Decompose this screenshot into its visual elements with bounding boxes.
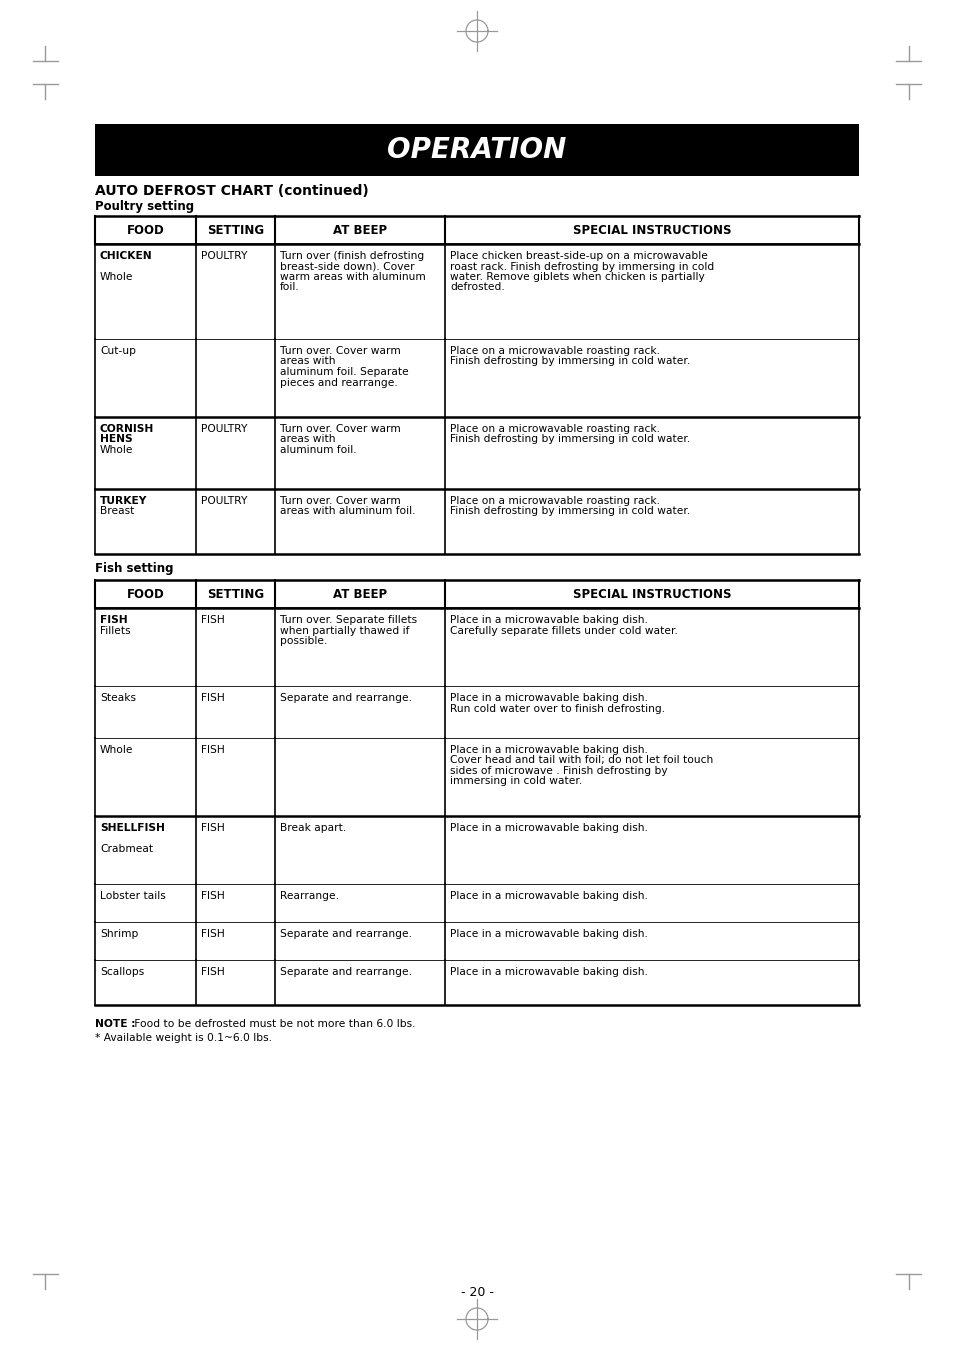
Text: foil.: foil. bbox=[279, 282, 299, 293]
Text: FISH: FISH bbox=[201, 823, 224, 834]
Text: defrosted.: defrosted. bbox=[450, 282, 504, 293]
Text: Turn over. Cover warm: Turn over. Cover warm bbox=[279, 346, 400, 357]
Text: SPECIAL INSTRUCTIONS: SPECIAL INSTRUCTIONS bbox=[572, 223, 730, 236]
Text: Run cold water over to finish defrosting.: Run cold water over to finish defrosting… bbox=[450, 704, 664, 713]
Text: Whole: Whole bbox=[100, 444, 133, 455]
Text: Separate and rearrange.: Separate and rearrange. bbox=[279, 693, 411, 703]
Bar bbox=[95, 124, 858, 176]
Text: AT BEEP: AT BEEP bbox=[333, 588, 386, 600]
Text: SPECIAL INSTRUCTIONS: SPECIAL INSTRUCTIONS bbox=[572, 588, 730, 600]
Text: FOOD: FOOD bbox=[127, 588, 164, 600]
Text: Place in a microwavable baking dish.: Place in a microwavable baking dish. bbox=[450, 823, 647, 834]
Text: Crabmeat: Crabmeat bbox=[100, 844, 153, 854]
Text: Breast: Breast bbox=[100, 507, 134, 516]
Text: POULTRY: POULTRY bbox=[201, 251, 247, 261]
Text: * Available weight is 0.1~6.0 lbs.: * Available weight is 0.1~6.0 lbs. bbox=[95, 1034, 272, 1043]
Text: Cover head and tail with foil; do not let foil touch: Cover head and tail with foil; do not le… bbox=[450, 755, 713, 766]
Text: areas with: areas with bbox=[279, 357, 335, 366]
Text: aluminum foil.: aluminum foil. bbox=[279, 444, 355, 455]
Text: Carefully separate fillets under cold water.: Carefully separate fillets under cold wa… bbox=[450, 626, 677, 635]
Text: Lobster tails: Lobster tails bbox=[100, 892, 166, 901]
Text: when partially thawed if: when partially thawed if bbox=[279, 626, 409, 635]
Text: Scallops: Scallops bbox=[100, 967, 144, 977]
Text: Rearrange.: Rearrange. bbox=[279, 892, 338, 901]
Text: Turn over. Cover warm: Turn over. Cover warm bbox=[279, 424, 400, 434]
Text: FISH: FISH bbox=[201, 967, 224, 977]
Text: Cut-up: Cut-up bbox=[100, 346, 136, 357]
Text: Separate and rearrange.: Separate and rearrange. bbox=[279, 967, 411, 977]
Text: HENS: HENS bbox=[100, 435, 132, 444]
Text: AUTO DEFROST CHART (continued): AUTO DEFROST CHART (continued) bbox=[95, 184, 369, 199]
Text: Whole: Whole bbox=[100, 272, 133, 282]
Text: FISH: FISH bbox=[100, 615, 128, 626]
Text: Separate and rearrange.: Separate and rearrange. bbox=[279, 929, 411, 939]
Text: POULTRY: POULTRY bbox=[201, 424, 247, 434]
Text: Place in a microwavable baking dish.: Place in a microwavable baking dish. bbox=[450, 615, 647, 626]
Text: FOOD: FOOD bbox=[127, 223, 164, 236]
Text: OPERATION: OPERATION bbox=[387, 136, 566, 163]
Text: NOTE :: NOTE : bbox=[95, 1019, 135, 1029]
Text: Finish defrosting by immersing in cold water.: Finish defrosting by immersing in cold w… bbox=[450, 357, 689, 366]
Text: SETTING: SETTING bbox=[207, 223, 263, 236]
Text: FISH: FISH bbox=[201, 693, 224, 703]
Text: Whole: Whole bbox=[100, 744, 133, 755]
Text: Turn over. Cover warm: Turn over. Cover warm bbox=[279, 496, 400, 507]
Text: Finish defrosting by immersing in cold water.: Finish defrosting by immersing in cold w… bbox=[450, 507, 689, 516]
Text: Fillets: Fillets bbox=[100, 626, 131, 635]
Text: water. Remove giblets when chicken is partially: water. Remove giblets when chicken is pa… bbox=[450, 272, 704, 282]
Text: possible.: possible. bbox=[279, 636, 327, 646]
Text: Poultry setting: Poultry setting bbox=[95, 200, 193, 213]
Text: Place on a microwavable roasting rack.: Place on a microwavable roasting rack. bbox=[450, 346, 659, 357]
Text: Place in a microwavable baking dish.: Place in a microwavable baking dish. bbox=[450, 744, 647, 755]
Text: CORNISH: CORNISH bbox=[100, 424, 154, 434]
Text: SETTING: SETTING bbox=[207, 588, 263, 600]
Text: AT BEEP: AT BEEP bbox=[333, 223, 386, 236]
Text: Place on a microwavable roasting rack.: Place on a microwavable roasting rack. bbox=[450, 424, 659, 434]
Text: breast-side down). Cover: breast-side down). Cover bbox=[279, 262, 414, 272]
Text: aluminum foil. Separate: aluminum foil. Separate bbox=[279, 367, 408, 377]
Text: Turn over (finish defrosting: Turn over (finish defrosting bbox=[279, 251, 423, 261]
Text: Break apart.: Break apart. bbox=[279, 823, 345, 834]
Text: FISH: FISH bbox=[201, 892, 224, 901]
Text: CHICKEN: CHICKEN bbox=[100, 251, 152, 261]
Text: Food to be defrosted must be not more than 6.0 lbs.: Food to be defrosted must be not more th… bbox=[131, 1019, 416, 1029]
Text: POULTRY: POULTRY bbox=[201, 496, 247, 507]
Text: - 20 -: - 20 - bbox=[460, 1286, 493, 1300]
Text: Shrimp: Shrimp bbox=[100, 929, 138, 939]
Text: Place chicken breast-side-up on a microwavable: Place chicken breast-side-up on a microw… bbox=[450, 251, 707, 261]
Text: Place in a microwavable baking dish.: Place in a microwavable baking dish. bbox=[450, 929, 647, 939]
Text: FISH: FISH bbox=[201, 929, 224, 939]
Text: TURKEY: TURKEY bbox=[100, 496, 147, 507]
Text: FISH: FISH bbox=[201, 744, 224, 755]
Text: Finish defrosting by immersing in cold water.: Finish defrosting by immersing in cold w… bbox=[450, 435, 689, 444]
Text: immersing in cold water.: immersing in cold water. bbox=[450, 777, 581, 786]
Text: Fish setting: Fish setting bbox=[95, 562, 173, 576]
Text: SHELLFISH: SHELLFISH bbox=[100, 823, 165, 834]
Text: Place in a microwavable baking dish.: Place in a microwavable baking dish. bbox=[450, 892, 647, 901]
Text: roast rack. Finish defrosting by immersing in cold: roast rack. Finish defrosting by immersi… bbox=[450, 262, 714, 272]
Text: pieces and rearrange.: pieces and rearrange. bbox=[279, 377, 396, 388]
Text: warm areas with aluminum: warm areas with aluminum bbox=[279, 272, 425, 282]
Text: Place on a microwavable roasting rack.: Place on a microwavable roasting rack. bbox=[450, 496, 659, 507]
Text: areas with aluminum foil.: areas with aluminum foil. bbox=[279, 507, 415, 516]
Text: areas with: areas with bbox=[279, 435, 335, 444]
Text: Turn over. Separate fillets: Turn over. Separate fillets bbox=[279, 615, 416, 626]
Text: Place in a microwavable baking dish.: Place in a microwavable baking dish. bbox=[450, 967, 647, 977]
Text: sides of microwave . Finish defrosting by: sides of microwave . Finish defrosting b… bbox=[450, 766, 667, 775]
Text: FISH: FISH bbox=[201, 615, 224, 626]
Text: Steaks: Steaks bbox=[100, 693, 136, 703]
Text: Place in a microwavable baking dish.: Place in a microwavable baking dish. bbox=[450, 693, 647, 703]
